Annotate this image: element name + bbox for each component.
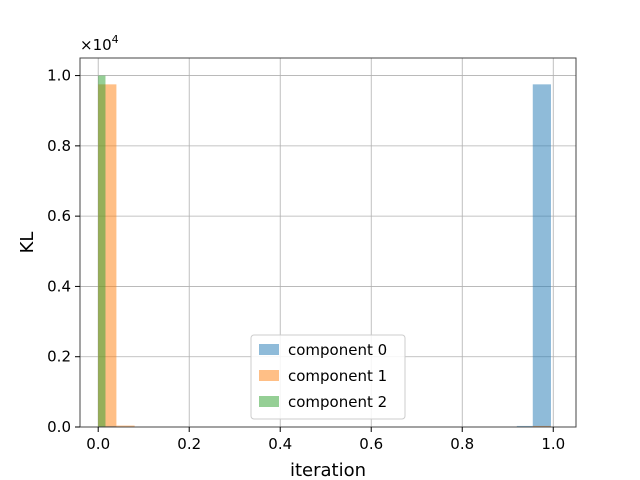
x-tick-label: 0.8 <box>450 435 474 453</box>
x-tick-label: 1.0 <box>541 435 565 453</box>
histogram-bars <box>98 75 551 428</box>
legend: component 0 component 1 component 2 <box>250 334 406 420</box>
y-tick-label: 1.0 <box>47 67 71 85</box>
bar-component-2 <box>98 75 106 428</box>
x-tick-label: 0.2 <box>177 435 201 453</box>
legend-label: component 0 <box>288 341 387 359</box>
legend-label: component 1 <box>288 367 387 385</box>
legend-label: component 2 <box>288 393 387 411</box>
y-tick-label: 0.0 <box>47 418 71 436</box>
x-tick-label: 0.0 <box>86 435 110 453</box>
y-tick-label: 0.6 <box>47 207 71 225</box>
x-axis-label: iteration <box>290 460 366 480</box>
y-axis-label: KL <box>17 232 38 254</box>
x-tick-label: 0.6 <box>359 435 383 453</box>
axis-ticks: 0.0 0.2 0.4 0.6 0.8 1.0 0.0 0.2 0.4 0.6 0.8 1.0 <box>47 67 565 453</box>
bar-component-1 <box>116 425 135 427</box>
y-tick-label: 0.8 <box>47 137 71 155</box>
bar-component-0 <box>516 425 533 427</box>
plot-frame <box>79 57 577 428</box>
legend-swatch <box>259 370 279 381</box>
legend-box <box>250 334 406 420</box>
x-tick-label: 0.4 <box>268 435 292 453</box>
bar-component-1 <box>532 425 551 427</box>
bar-component-0 <box>532 84 551 427</box>
y-tick-label: 0.4 <box>47 277 71 295</box>
legend-swatch <box>259 396 279 407</box>
legend-swatch <box>259 344 279 355</box>
y-tick-label: 0.2 <box>47 348 71 366</box>
y-scale-multiplier: ×104 <box>80 33 119 54</box>
